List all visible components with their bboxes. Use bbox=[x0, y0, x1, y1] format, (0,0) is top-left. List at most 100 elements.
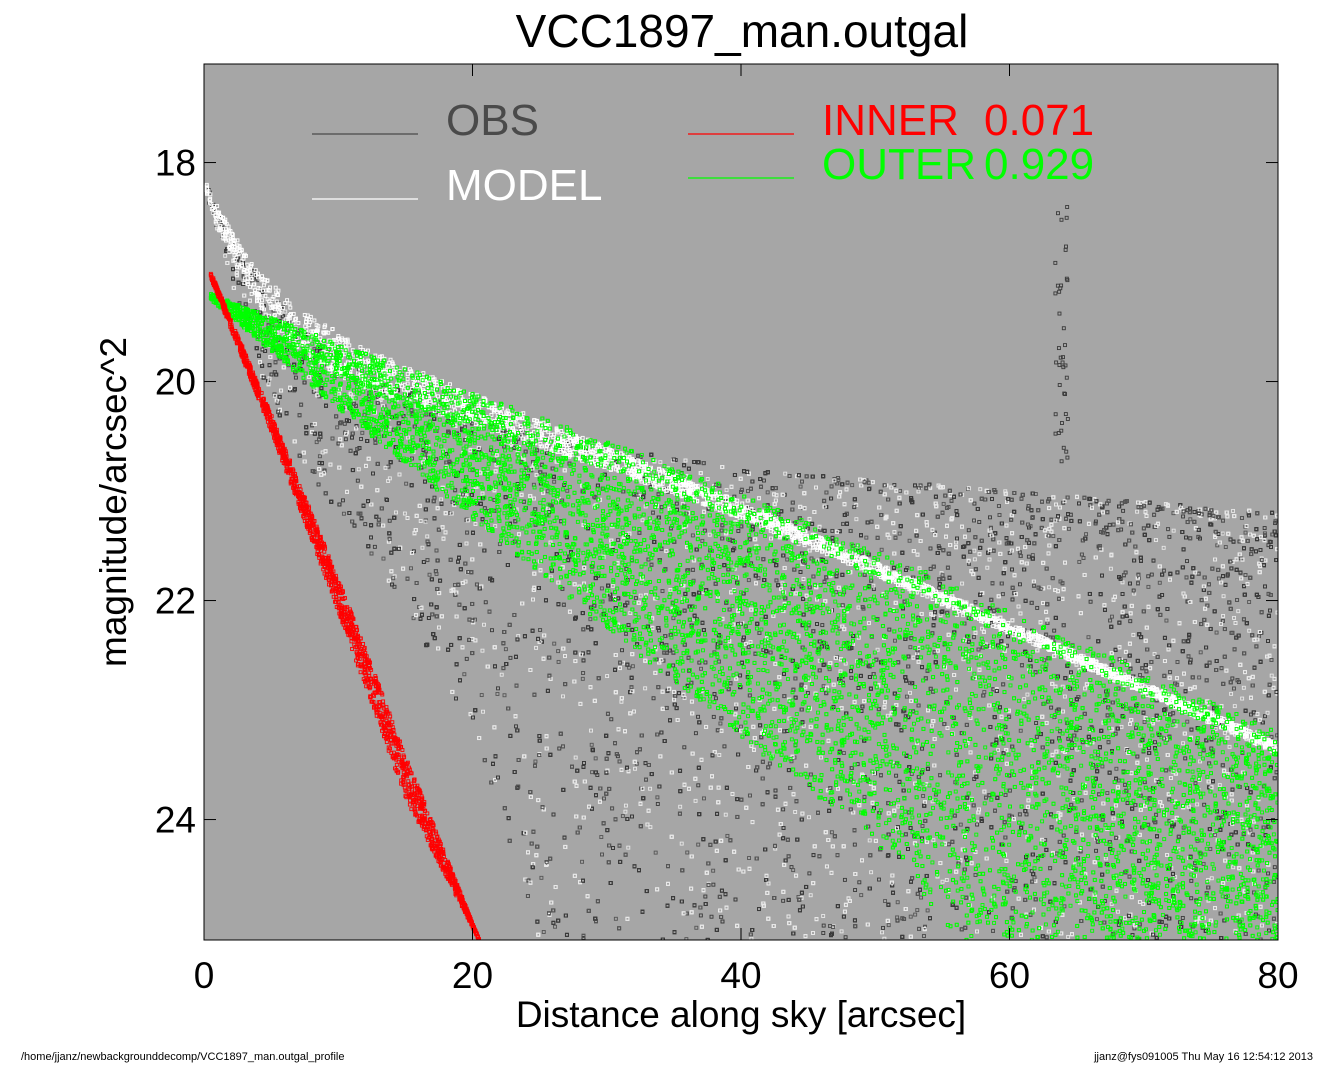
obs-point bbox=[1231, 508, 1236, 513]
obs-point bbox=[562, 482, 567, 487]
obs-point bbox=[1026, 554, 1031, 559]
obs-point bbox=[781, 807, 786, 812]
obs-point bbox=[620, 814, 625, 819]
obs-point bbox=[798, 484, 803, 489]
obs-point bbox=[1120, 580, 1125, 585]
obs-point bbox=[655, 795, 660, 800]
obs-point bbox=[1180, 915, 1185, 920]
obs-point bbox=[1152, 652, 1157, 656]
obs-point bbox=[972, 501, 977, 506]
obs-point bbox=[1208, 846, 1213, 851]
obs-point bbox=[946, 842, 951, 847]
obs-point bbox=[702, 796, 706, 801]
obs-point bbox=[747, 856, 751, 860]
obs-point bbox=[879, 547, 884, 552]
obs-point bbox=[693, 731, 698, 736]
obs-point bbox=[1047, 585, 1052, 590]
obs-point bbox=[966, 616, 971, 621]
obs-point bbox=[698, 913, 703, 918]
obs-point bbox=[1034, 721, 1039, 725]
obs-point bbox=[694, 925, 699, 930]
obs-point bbox=[1247, 628, 1252, 633]
obs-point bbox=[975, 822, 980, 827]
obs-point bbox=[502, 693, 507, 698]
obs-point bbox=[1263, 714, 1267, 719]
obs-point bbox=[420, 545, 425, 550]
obs-point bbox=[1094, 917, 1099, 922]
obs-point bbox=[425, 534, 430, 539]
obs-point bbox=[1114, 766, 1119, 771]
obs-point bbox=[1100, 764, 1105, 769]
obs-point bbox=[589, 728, 593, 733]
obs-point bbox=[1108, 566, 1113, 571]
obs-point bbox=[882, 936, 887, 940]
obs-point bbox=[383, 465, 388, 470]
obs-point bbox=[830, 528, 835, 533]
obs-point bbox=[404, 481, 409, 486]
obs-point bbox=[1164, 618, 1169, 623]
obs-point bbox=[885, 713, 890, 718]
obs-point bbox=[866, 480, 871, 485]
obs-point bbox=[553, 924, 557, 929]
obs-point bbox=[1044, 935, 1049, 940]
obs-point bbox=[462, 672, 467, 677]
obs-point bbox=[1142, 720, 1147, 724]
obs-point bbox=[1217, 783, 1222, 788]
obs-point bbox=[1202, 802, 1207, 807]
obs-point bbox=[552, 479, 557, 484]
obs-point bbox=[725, 833, 730, 838]
obs-point bbox=[482, 622, 486, 627]
obs-point bbox=[394, 510, 398, 515]
obs-point bbox=[1122, 916, 1127, 921]
obs-point bbox=[696, 842, 701, 847]
obs-point bbox=[1098, 544, 1102, 548]
obs-point bbox=[1088, 599, 1093, 604]
obs-point bbox=[1215, 543, 1220, 548]
obs-point bbox=[893, 638, 897, 643]
obs-point bbox=[875, 647, 880, 652]
obs-point bbox=[834, 590, 839, 595]
obs-point bbox=[978, 487, 983, 492]
obs-point bbox=[1018, 728, 1023, 733]
obs-point bbox=[613, 916, 618, 921]
obs-point bbox=[795, 474, 799, 479]
obs-point bbox=[736, 529, 741, 533]
obs-point bbox=[391, 576, 396, 581]
obs-point bbox=[479, 693, 484, 698]
obs-point bbox=[565, 488, 570, 493]
obs-point bbox=[1233, 928, 1238, 933]
obs-point bbox=[432, 495, 437, 500]
obs-point bbox=[580, 676, 585, 681]
obs-point bbox=[977, 520, 982, 524]
obs-point bbox=[1009, 814, 1014, 819]
obs-point bbox=[711, 882, 716, 887]
obs-point bbox=[765, 490, 770, 495]
obs-point bbox=[651, 696, 656, 701]
obs-point bbox=[1003, 489, 1008, 494]
obs-point bbox=[409, 566, 413, 571]
obs-point bbox=[756, 576, 761, 581]
obs-point bbox=[1198, 759, 1202, 764]
obs-point bbox=[628, 611, 633, 615]
obs-point bbox=[1086, 635, 1091, 640]
obs-point bbox=[1269, 673, 1274, 678]
obs-point bbox=[495, 691, 500, 696]
obs-point bbox=[996, 748, 1000, 752]
obs-point bbox=[1229, 691, 1234, 696]
obs-point bbox=[1275, 733, 1278, 738]
obs-point bbox=[1221, 613, 1226, 618]
obs-point bbox=[1240, 696, 1245, 701]
obs-point bbox=[819, 755, 823, 760]
obs-point bbox=[371, 404, 376, 409]
obs-point bbox=[693, 798, 698, 803]
obs-point bbox=[406, 435, 410, 440]
obs-point bbox=[1262, 531, 1267, 536]
obs-point bbox=[805, 691, 810, 695]
obs-point bbox=[1201, 861, 1206, 866]
obs-point bbox=[864, 535, 869, 540]
obs-point bbox=[1206, 878, 1211, 882]
obs-point bbox=[1262, 526, 1267, 530]
obs-point bbox=[941, 501, 946, 506]
obs-point bbox=[643, 686, 648, 691]
